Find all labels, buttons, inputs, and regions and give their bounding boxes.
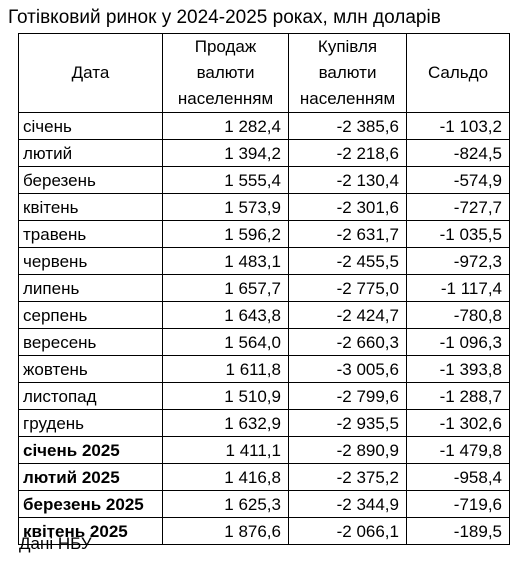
- month-cell: серпень: [18, 301, 163, 329]
- table-row: лютий 2025 1 416,8 -2 375,2 -958,4: [18, 463, 510, 491]
- month-cell: лютий: [18, 139, 163, 167]
- column-header-sales-line3: населенням: [177, 89, 274, 108]
- sales-cell: 1 657,7: [162, 274, 289, 302]
- sales-cell: 1 282,4: [162, 112, 289, 140]
- purchases-cell: -2 775,0: [288, 274, 407, 302]
- table-row: серпень 1 643,8 -2 424,7 -780,8: [18, 301, 510, 329]
- table-row: лютий 1 394,2 -2 218,6 -824,5: [18, 139, 510, 167]
- month-cell: липень: [18, 274, 163, 302]
- balance-cell: -1 117,4: [406, 274, 510, 302]
- balance-cell: -780,8: [406, 301, 510, 329]
- balance-cell: -1 479,8: [406, 436, 510, 464]
- table-header-row: Дата Продаж валюти населенням Купівля ва…: [18, 33, 510, 113]
- month-cell: червень: [18, 247, 163, 275]
- purchases-cell: -2 066,1: [288, 517, 407, 545]
- table-row: березень 2025 1 625,3 -2 344,9 -719,6: [18, 490, 510, 518]
- balance-cell: -1 035,5: [406, 220, 510, 248]
- month-cell: квітень: [18, 193, 163, 221]
- month-cell: квітень 2025: [18, 517, 163, 545]
- cash-market-table: Дата Продаж валюти населенням Купівля ва…: [18, 33, 510, 545]
- month-cell: січень 2025: [18, 436, 163, 464]
- purchases-cell: -2 890,9: [288, 436, 407, 464]
- sales-cell: 1 416,8: [162, 463, 289, 491]
- balance-cell: -189,5: [406, 517, 510, 545]
- column-header-purchases-line3: населенням: [299, 89, 396, 108]
- purchases-cell: -2 301,6: [288, 193, 407, 221]
- purchases-cell: -2 344,9: [288, 490, 407, 518]
- month-cell: грудень: [18, 409, 163, 437]
- sales-cell: 1 555,4: [162, 166, 289, 194]
- purchases-cell: -2 799,6: [288, 382, 407, 410]
- source-note: Дані НБУ: [19, 534, 92, 553]
- sales-cell: 1 411,1: [162, 436, 289, 464]
- balance-cell: -824,5: [406, 139, 510, 167]
- column-header-purchases-line2: валюти: [318, 63, 377, 82]
- column-header-balance-label: Сальдо: [427, 63, 489, 82]
- purchases-cell: -2 631,7: [288, 220, 407, 248]
- purchases-cell: -2 455,5: [288, 247, 407, 275]
- purchases-cell: -2 660,3: [288, 328, 407, 356]
- month-cell: листопад: [18, 382, 163, 410]
- month-cell: вересень: [18, 328, 163, 356]
- purchases-cell: -3 005,6: [288, 355, 407, 383]
- month-cell: жовтень: [18, 355, 163, 383]
- balance-cell: -1 096,3: [406, 328, 510, 356]
- table-row: грудень 1 632,9 -2 935,5 -1 302,6: [18, 409, 510, 437]
- sales-cell: 1 510,9: [162, 382, 289, 410]
- table-row: жовтень 1 611,8 -3 005,6 -1 393,8: [18, 355, 510, 383]
- month-cell: травень: [18, 220, 163, 248]
- table-row: липень 1 657,7 -2 775,0 -1 117,4: [18, 274, 510, 302]
- balance-cell: -972,3: [406, 247, 510, 275]
- balance-cell: -958,4: [406, 463, 510, 491]
- column-header-date-label: Дата: [71, 63, 110, 82]
- sales-cell: 1 876,6: [162, 517, 289, 545]
- sales-cell: 1 596,2: [162, 220, 289, 248]
- month-cell: січень: [18, 112, 163, 140]
- column-header-date: Дата: [18, 33, 163, 113]
- purchases-cell: -2 375,2: [288, 463, 407, 491]
- table-row: травень 1 596,2 -2 631,7 -1 035,5: [18, 220, 510, 248]
- column-header-sales: Продаж валюти населенням: [162, 33, 289, 113]
- table-row: березень 1 555,4 -2 130,4 -574,9: [18, 166, 510, 194]
- sales-cell: 1 483,1: [162, 247, 289, 275]
- column-header-sales-line2: валюти: [196, 63, 255, 82]
- column-header-sales-line1: Продаж: [194, 37, 257, 56]
- balance-cell: -1 103,2: [406, 112, 510, 140]
- table-row: квітень 2025 1 876,6 -2 066,1 -189,5: [18, 517, 510, 545]
- sales-cell: 1 625,3: [162, 490, 289, 518]
- table-row: січень 1 282,4 -2 385,6 -1 103,2: [18, 112, 510, 140]
- page-title: Готівковий ринок у 2024-2025 роках, млн …: [8, 7, 441, 28]
- purchases-cell: -2 424,7: [288, 301, 407, 329]
- table-body: січень 1 282,4 -2 385,6 -1 103,2 лютий 1 394,…: [18, 112, 510, 545]
- month-cell: березень 2025: [18, 490, 163, 518]
- month-cell: березень: [18, 166, 163, 194]
- table-row: червень 1 483,1 -2 455,5 -972,3: [18, 247, 510, 275]
- sales-cell: 1 643,8: [162, 301, 289, 329]
- table-row: квітень 1 573,9 -2 301,6 -727,7: [18, 193, 510, 221]
- balance-cell: -1 288,7: [406, 382, 510, 410]
- table-row: вересень 1 564,0 -2 660,3 -1 096,3: [18, 328, 510, 356]
- sales-cell: 1 564,0: [162, 328, 289, 356]
- balance-cell: -727,7: [406, 193, 510, 221]
- sales-cell: 1 573,9: [162, 193, 289, 221]
- balance-cell: -574,9: [406, 166, 510, 194]
- column-header-purchases-line1: Купівля: [317, 37, 378, 56]
- purchases-cell: -2 130,4: [288, 166, 407, 194]
- balance-cell: -1 393,8: [406, 355, 510, 383]
- column-header-purchases: Купівля валюти населенням: [288, 33, 407, 113]
- sales-cell: 1 632,9: [162, 409, 289, 437]
- purchases-cell: -2 218,6: [288, 139, 407, 167]
- purchases-cell: -2 935,5: [288, 409, 407, 437]
- sales-cell: 1 394,2: [162, 139, 289, 167]
- column-header-balance: Сальдо: [406, 33, 510, 113]
- sales-cell: 1 611,8: [162, 355, 289, 383]
- month-cell: лютий 2025: [18, 463, 163, 491]
- balance-cell: -1 302,6: [406, 409, 510, 437]
- table-row: січень 2025 1 411,1 -2 890,9 -1 479,8: [18, 436, 510, 464]
- purchases-cell: -2 385,6: [288, 112, 407, 140]
- table-row: листопад 1 510,9 -2 799,6 -1 288,7: [18, 382, 510, 410]
- balance-cell: -719,6: [406, 490, 510, 518]
